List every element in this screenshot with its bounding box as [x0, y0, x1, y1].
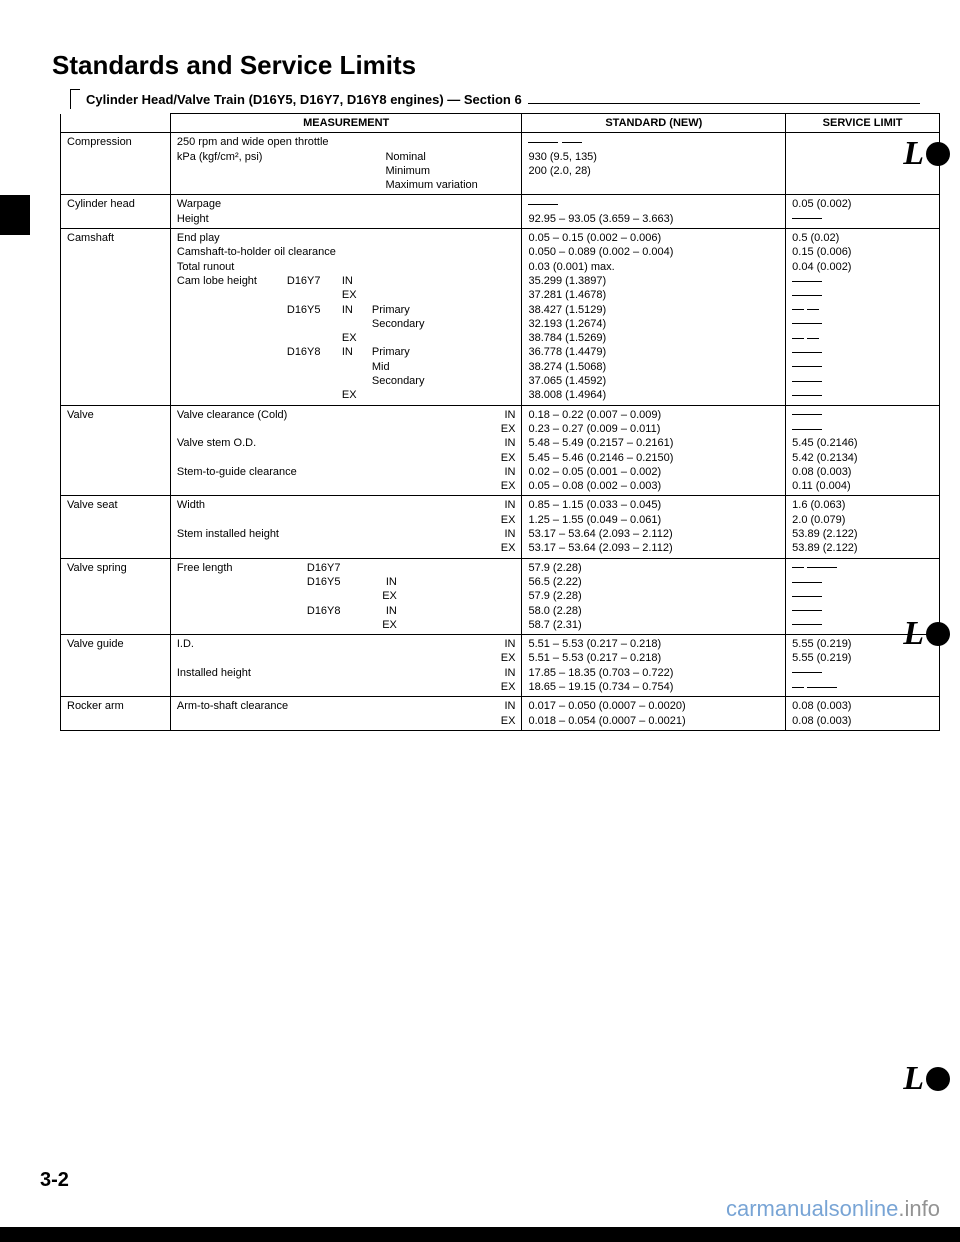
- std-valve-spring: 57.9 (2.28) 56.5 (2.22) 57.9 (2.28) 58.0…: [522, 558, 786, 634]
- label-rocker-arm: Rocker arm: [61, 697, 171, 731]
- std-cylinder-head: 92.95 – 93.05 (3.659 – 3.663): [522, 195, 786, 229]
- label-valve: Valve: [61, 405, 171, 496]
- side-marker-bottom: L: [903, 1060, 950, 1098]
- meas-valve-seat: Width Stem installed height IN EX IN EX: [170, 496, 522, 558]
- watermark: carmanualsonline.info: [726, 1196, 940, 1222]
- header-measurement: MEASUREMENT: [170, 114, 522, 133]
- limit-camshaft: 0.5 (0.02) 0.15 (0.006) 0.04 (0.002): [786, 229, 940, 406]
- label-camshaft: Camshaft: [61, 229, 171, 406]
- limit-valve-spring: [786, 558, 940, 634]
- limit-valve-guide: 5.55 (0.219) 5.55 (0.219): [786, 635, 940, 697]
- std-valve-seat: 0.85 – 1.15 (0.033 – 0.045) 1.25 – 1.55 …: [522, 496, 786, 558]
- std-valve: 0.18 – 0.22 (0.007 – 0.009) 0.23 – 0.27 …: [522, 405, 786, 496]
- row-valve-spring: Valve spring Free length D16Y7 D16Y5 D16…: [61, 558, 940, 634]
- row-valve-seat: Valve seat Width Stem installed height I…: [61, 496, 940, 558]
- subtitle-row: Cylinder Head/Valve Train (D16Y5, D16Y7,…: [40, 89, 920, 109]
- std-rocker-arm: 0.017 – 0.050 (0.0007 – 0.0020) 0.018 – …: [522, 697, 786, 731]
- bottom-bar: [0, 1227, 960, 1242]
- std-compression: 930 (9.5, 135) 200 (2.0, 28): [522, 133, 786, 195]
- limit-valve-seat: 1.6 (0.063) 2.0 (0.079) 53.89 (2.122) 53…: [786, 496, 940, 558]
- limit-cylinder-head: 0.05 (0.002): [786, 195, 940, 229]
- meas-valve: Valve clearance (Cold) Valve stem O.D. S…: [170, 405, 522, 496]
- meas-camshaft: End play Camshaft-to-holder oil clearanc…: [170, 229, 522, 406]
- row-rocker-arm: Rocker arm Arm-to-shaft clearance IN EX …: [61, 697, 940, 731]
- page-number: 3-2: [40, 1169, 69, 1192]
- meas-valve-guide: I.D. Installed height IN EX IN EX: [170, 635, 522, 697]
- limit-valve: 5.45 (0.2146) 5.42 (0.2134) 0.08 (0.003)…: [786, 405, 940, 496]
- meas-cylinder-head: Warpage Height: [170, 195, 522, 229]
- section-subtitle: Cylinder Head/Valve Train (D16Y5, D16Y7,…: [80, 92, 528, 107]
- meas-compression: 250 rpm and wide open throttle kPa (kgf/…: [170, 133, 522, 195]
- page-title: Standards and Service Limits: [52, 50, 920, 81]
- limit-compression: [786, 133, 940, 195]
- row-cylinder-head: Cylinder head Warpage Height 92.95 – 93.…: [61, 195, 940, 229]
- label-compression: Compression: [61, 133, 171, 195]
- row-valve-guide: Valve guide I.D. Installed height IN EX …: [61, 635, 940, 697]
- std-valve-guide: 5.51 – 5.53 (0.217 – 0.218) 5.51 – 5.53 …: [522, 635, 786, 697]
- header-standard: STANDARD (NEW): [522, 114, 786, 133]
- header-service-limit: SERVICE LIMIT: [786, 114, 940, 133]
- limit-rocker-arm: 0.08 (0.003) 0.08 (0.003): [786, 697, 940, 731]
- label-cylinder-head: Cylinder head: [61, 195, 171, 229]
- spec-table: MEASUREMENT STANDARD (NEW) SERVICE LIMIT…: [60, 113, 940, 731]
- row-compression: Compression 250 rpm and wide open thrott…: [61, 133, 940, 195]
- row-valve: Valve Valve clearance (Cold) Valve stem …: [61, 405, 940, 496]
- label-valve-seat: Valve seat: [61, 496, 171, 558]
- meas-rocker-arm: Arm-to-shaft clearance IN EX: [170, 697, 522, 731]
- label-valve-guide: Valve guide: [61, 635, 171, 697]
- row-camshaft: Camshaft End play Camshaft-to-holder oil…: [61, 229, 940, 406]
- label-valve-spring: Valve spring: [61, 558, 171, 634]
- std-camshaft: 0.05 – 0.15 (0.002 – 0.006) 0.050 – 0.08…: [522, 229, 786, 406]
- meas-valve-spring: Free length D16Y7 D16Y5 D16Y8 IN EX IN E…: [170, 558, 522, 634]
